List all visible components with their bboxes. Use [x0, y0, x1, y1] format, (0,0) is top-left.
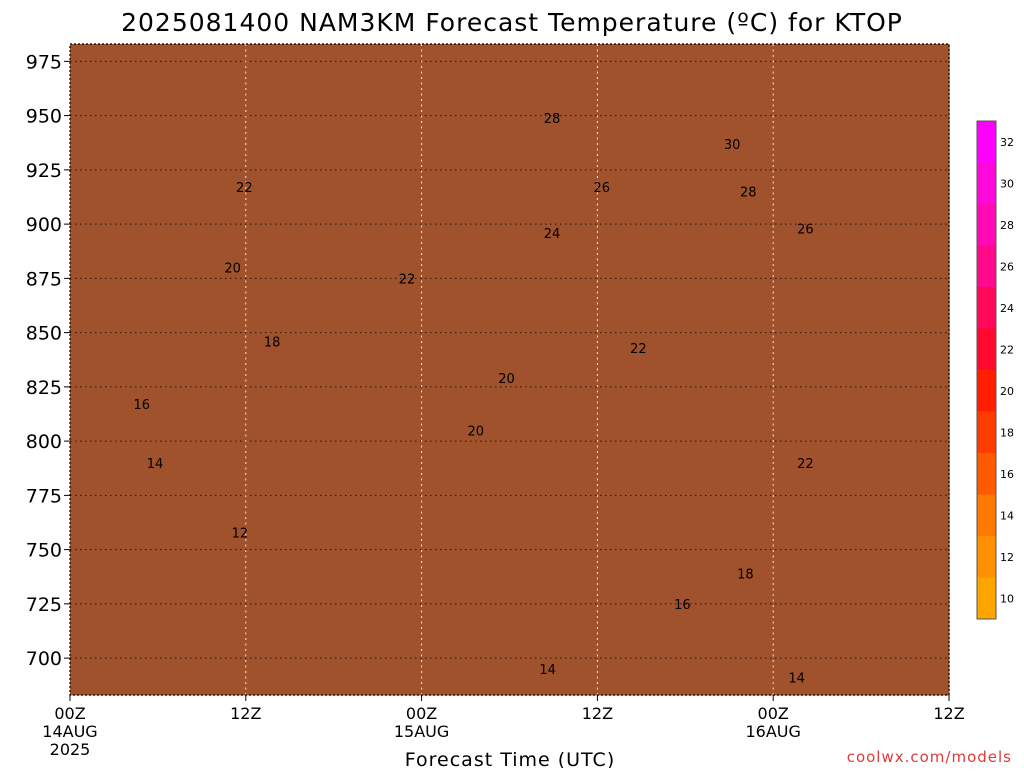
plot-area: 1214141416161818202020222222222426262828…: [69, 43, 950, 696]
chart-title: 2025081400 NAM3KM Forecast Temperature (…: [121, 8, 903, 37]
